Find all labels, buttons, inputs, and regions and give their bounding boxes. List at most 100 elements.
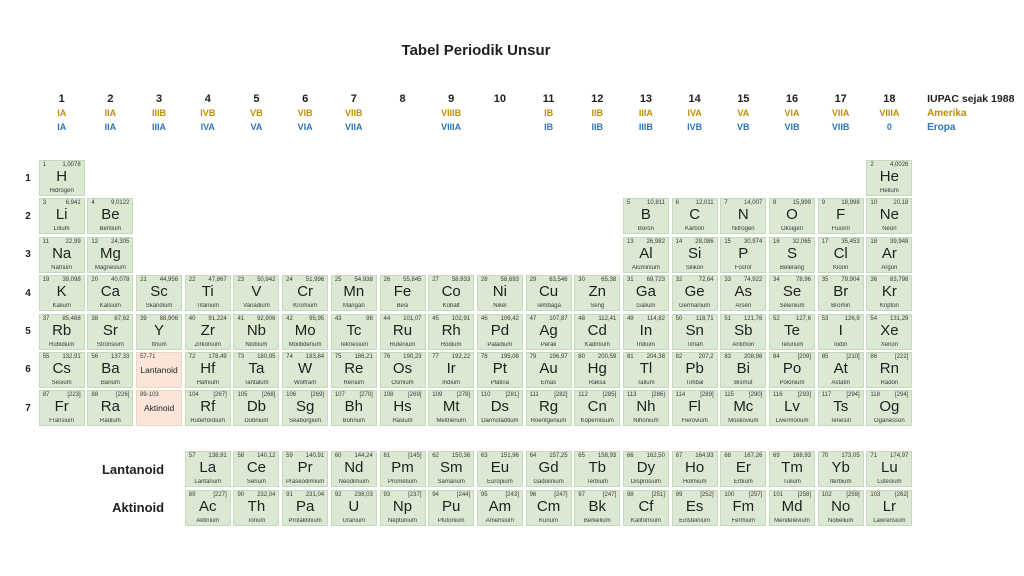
element-symbol: Cl xyxy=(833,244,848,262)
element-symbol: La xyxy=(199,459,217,477)
element-name: Aktinium xyxy=(196,517,220,524)
element-symbol: V xyxy=(251,283,262,301)
element-bk: 97 [247] Bk Berkelium xyxy=(574,489,621,526)
element-symbol: Mn xyxy=(343,283,365,301)
element-name: Litium xyxy=(53,226,70,233)
atomic-number: 21 xyxy=(140,277,147,284)
atomic-mass: [285] xyxy=(602,392,617,399)
element-symbol: H xyxy=(56,168,68,185)
element-db: 105 [268] Db Dubnium xyxy=(233,390,280,427)
element-er: 68 167,26 Er Erbium xyxy=(720,451,767,488)
atomic-number: 98 xyxy=(626,491,634,498)
element-cf: 98 [251] Cf Kalifornium xyxy=(622,489,669,526)
atomic-mass: [262] xyxy=(895,491,909,498)
group-label-eropa: IIIB xyxy=(638,122,653,132)
atomic-mass: 196,97 xyxy=(549,353,568,360)
element-symbol: Ni xyxy=(492,283,507,301)
element-symbol: Ho xyxy=(685,459,705,477)
group-number: 6 xyxy=(302,93,309,105)
element-f: 9 18,998 F Fluorin xyxy=(817,198,864,235)
atomic-number: 17 xyxy=(821,238,829,245)
element-symbol: Ba xyxy=(101,359,120,377)
element-symbol: Ta xyxy=(248,359,265,377)
element-au: 79 196,97 Au Emas xyxy=(525,351,572,388)
element-nb: 41 92,906 Nb Niobium xyxy=(233,313,280,350)
atomic-number: 12 xyxy=(91,238,99,245)
element-name: Barium xyxy=(100,379,120,386)
atomic-mass: 58,693 xyxy=(500,277,519,284)
atomic-number: 47 xyxy=(529,315,537,322)
group-label-amerika: VIIB xyxy=(345,108,363,118)
periodic-table-grid: 1 2 3 4 5 6 7 57-71 Lantanoid 89-103 Aktinoid Lanta… xyxy=(20,160,913,526)
atomic-mass: 91,224 xyxy=(208,315,227,322)
atomic-mass: [257] xyxy=(748,491,763,498)
element-symbol: Fe xyxy=(393,283,412,301)
group-label-eropa: VB xyxy=(737,122,750,132)
group-number: 10 xyxy=(493,93,506,105)
element-name: Rubidium xyxy=(49,341,75,348)
element-name: Bismut xyxy=(734,379,753,386)
element-mg: 12 24,305 Mg Magnesium xyxy=(87,236,134,273)
atomic-number: 104 xyxy=(188,392,199,399)
element-name: Emas xyxy=(540,379,557,386)
element-name: Roentgenium xyxy=(530,418,567,425)
atomic-number: 100 xyxy=(724,491,735,498)
group-label-amerika: VIA xyxy=(784,108,800,118)
element-na: 11 22,99 Na Natrium xyxy=(38,236,85,273)
atomic-mass: 138,91 xyxy=(208,453,227,460)
atomic-number: 68 xyxy=(724,453,731,460)
atomic-number: 31 xyxy=(626,277,634,284)
element-ru: 44 101,07 Ru Rutenium xyxy=(379,313,426,350)
element-ti: 22 47,867 Ti Titanium xyxy=(184,275,231,312)
element-symbol: Pa xyxy=(295,497,315,515)
group-label-amerika: VIB xyxy=(297,108,313,118)
atomic-mass: 127,6 xyxy=(795,315,811,322)
group-label-eropa: VIB xyxy=(784,122,800,132)
element-name: Karbon xyxy=(684,226,705,233)
element-br: 35 79,904 Br Bromin xyxy=(817,275,864,312)
atomic-number: 18 xyxy=(870,238,878,245)
atomic-number: 114 xyxy=(675,392,686,399)
atomic-number: 8 xyxy=(773,200,777,207)
element-name: Magnesium xyxy=(94,264,126,271)
element-name: Lawrensium xyxy=(873,517,906,524)
atomic-mass: 180,95 xyxy=(257,353,276,360)
atomic-number: 15 xyxy=(724,238,731,245)
atomic-mass: [258] xyxy=(797,491,811,498)
atomic-mass: 6,941 xyxy=(65,200,81,207)
atomic-number: 53 xyxy=(821,315,829,322)
element-name: Molibdenum xyxy=(288,341,322,348)
element-pt: 78 195,08 Pt Platina xyxy=(476,351,523,388)
period-label: 4 xyxy=(25,287,31,299)
element-rn: 86 [222] Rn Radon xyxy=(866,351,913,388)
element-lv: 116 [293] Lv Livermorium xyxy=(769,390,815,427)
element-sc: 21 44,956 Sc Skandium xyxy=(136,275,183,312)
element-name: Silikon xyxy=(685,264,704,271)
atomic-mass: 63,546 xyxy=(549,277,568,284)
element-symbol: Ru xyxy=(392,321,413,339)
atomic-mass: 32,065 xyxy=(792,238,811,245)
group-label-amerika: IIA xyxy=(104,108,117,118)
group-header-row: IUPAC sejak 1988 Amerika Eropa 1 IA IA 2 IIA… xyxy=(20,93,1014,136)
element-name: Protaktinium xyxy=(288,517,322,524)
element-lu: 71 174,97 Lu Lutesium xyxy=(866,451,913,488)
atomic-number: 105 xyxy=(237,392,248,399)
period-label: 7 xyxy=(25,402,31,414)
element-symbol: P xyxy=(738,244,749,262)
element-si: 14 28,086 Si Silikon xyxy=(671,236,718,273)
atomic-mass: [293] xyxy=(797,392,811,399)
element-bi: 83 208,98 Bi Bismut xyxy=(720,351,767,388)
element-name: Flerovium xyxy=(681,418,708,425)
period-label: 6 xyxy=(25,364,31,376)
element-tb: 65 158,93 Tb Terbium xyxy=(574,451,621,488)
element-at: 85 [210] At Astatin xyxy=(817,351,864,388)
atomic-mass: 78,96 xyxy=(795,277,811,284)
element-symbol: Cf xyxy=(638,497,654,515)
atomic-number: 44 xyxy=(383,315,391,322)
atomic-mass: 92,906 xyxy=(257,315,276,322)
element-symbol: Sb xyxy=(734,321,753,339)
atomic-number: 34 xyxy=(773,277,780,284)
element-po: 84 [209] Po Polonium xyxy=(769,351,815,388)
atomic-mass: 167,26 xyxy=(743,453,763,460)
